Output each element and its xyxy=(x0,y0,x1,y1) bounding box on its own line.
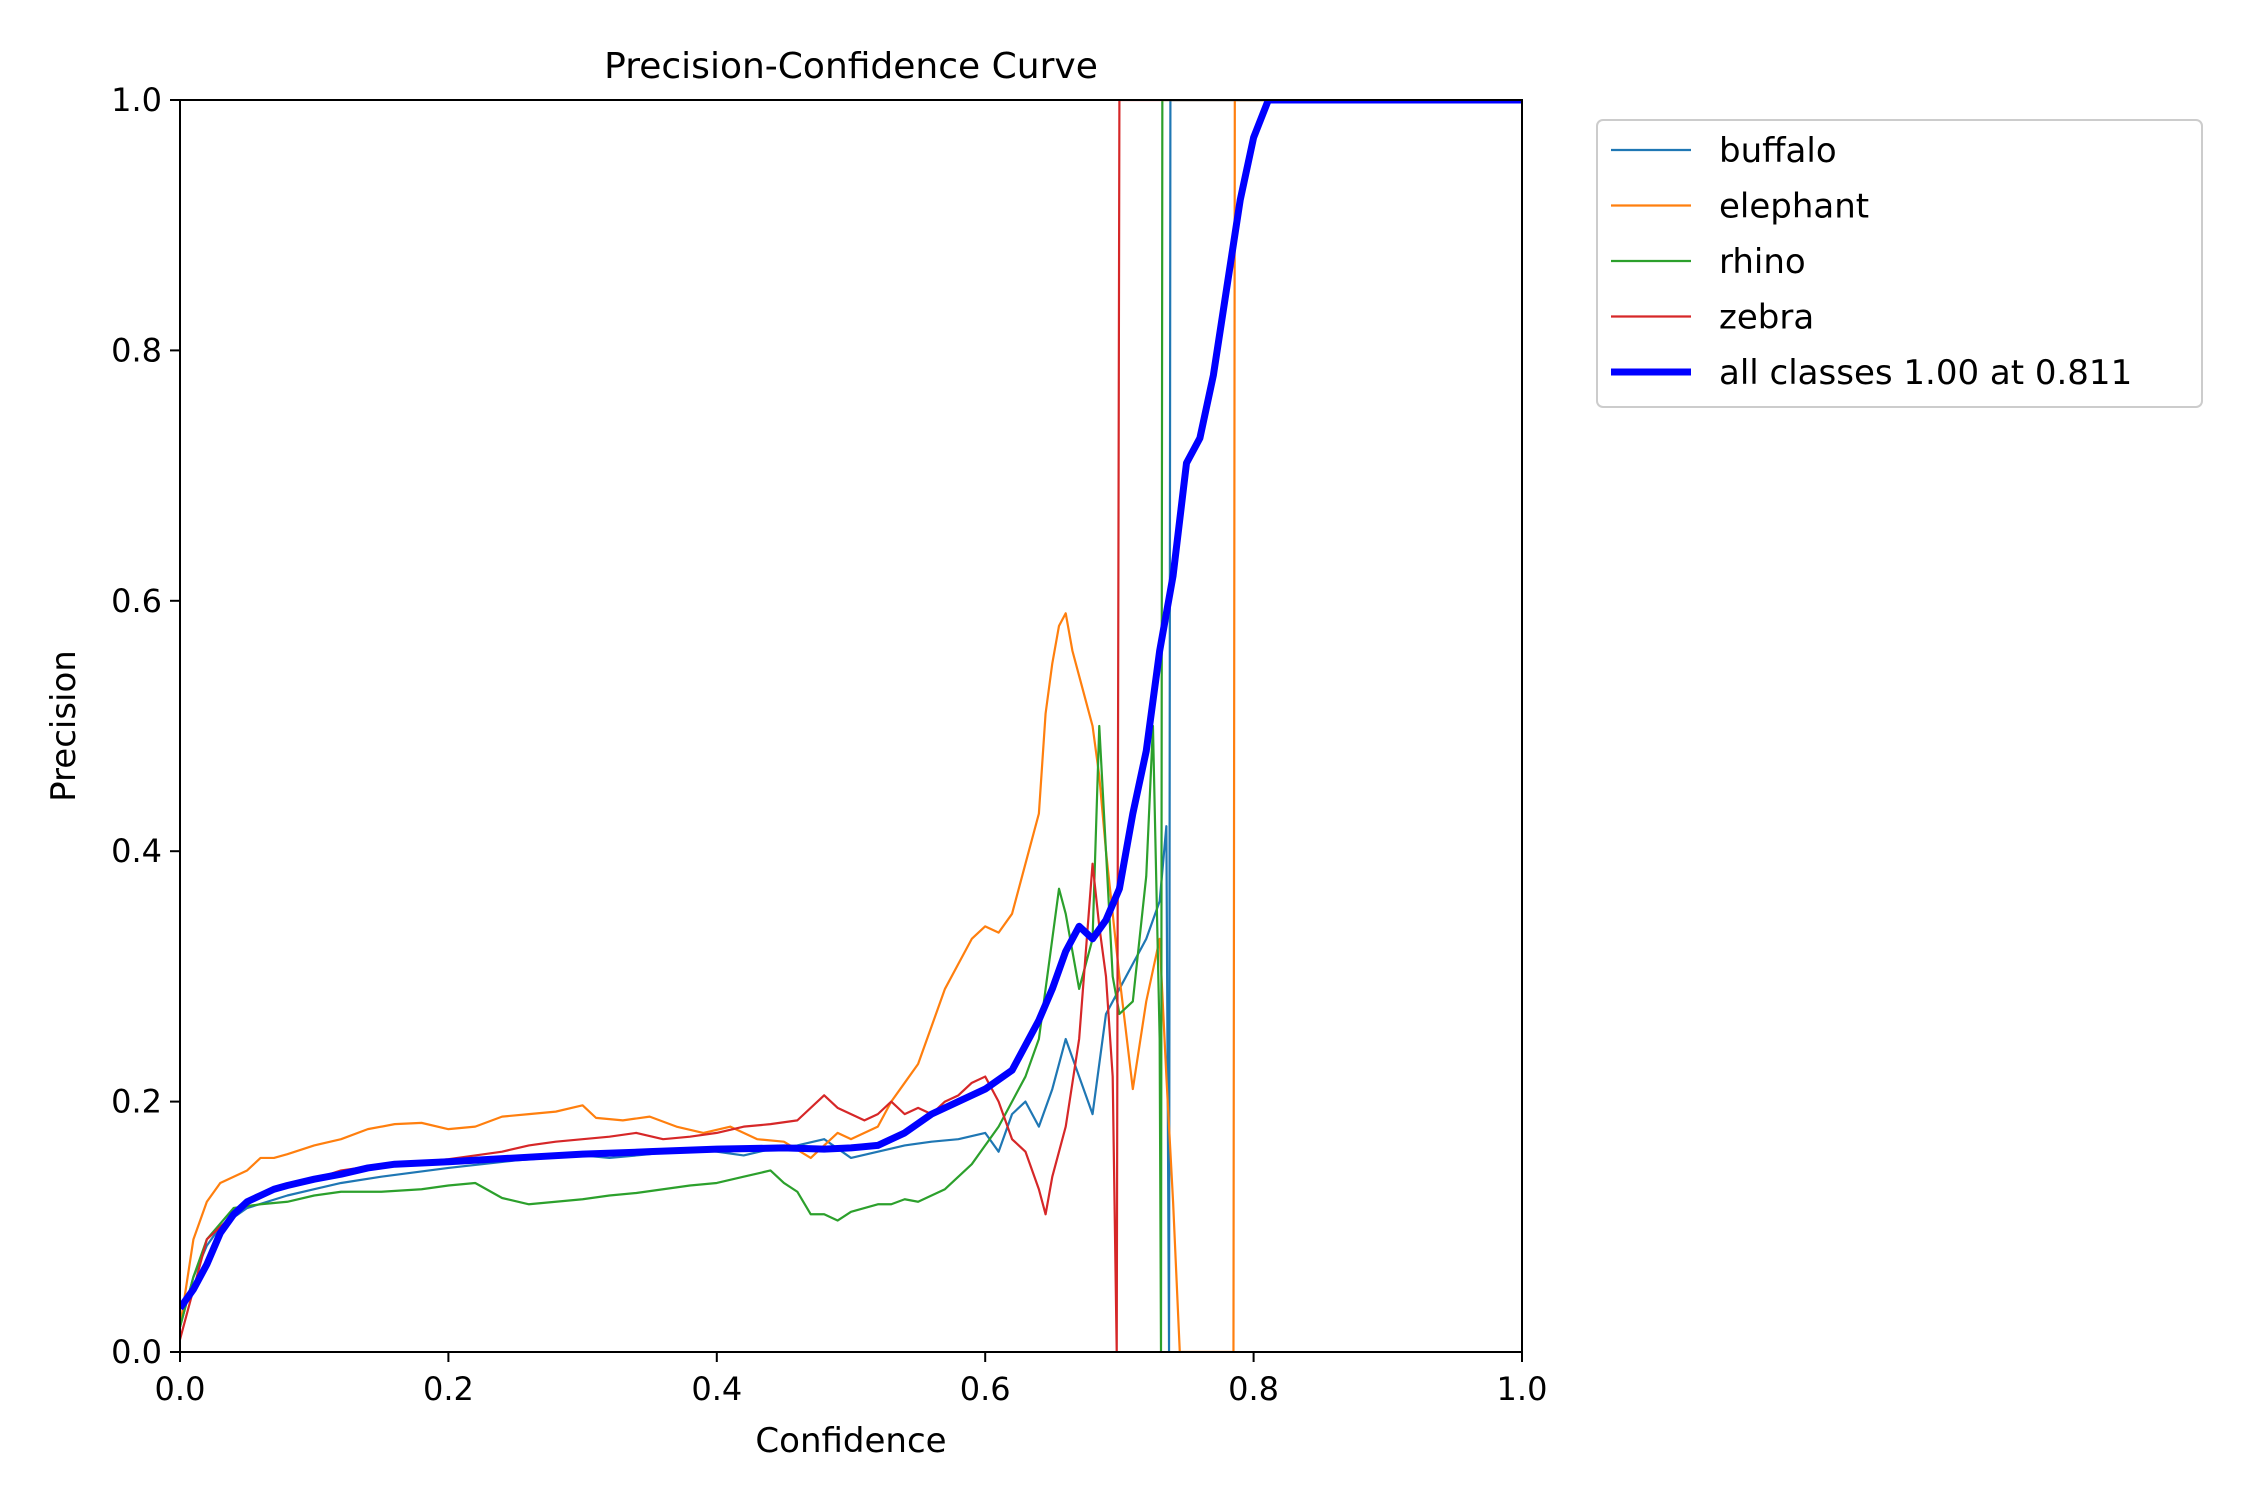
legend-label: zebra xyxy=(1719,298,1814,338)
series-line-1 xyxy=(180,100,1522,1352)
ticks-layer: 0.0 0.2 0.4 0.6 0.8 1.0 0.0 0.2 0.4 0.6 0.8 1.0 xyxy=(111,81,1547,1408)
legend-label: buffalo xyxy=(1719,131,1837,171)
legend: buffalo elephant rhino zebra all classes 1.0… xyxy=(1596,119,2203,408)
y-tick-label: 1.0 xyxy=(111,81,162,119)
chart-title: Precision-Confidence Curve xyxy=(604,46,1098,87)
y-tick-label: 0.0 xyxy=(111,1333,162,1371)
legend-label: all classes 1.00 at 0.811 xyxy=(1719,353,2132,393)
series-line-5 xyxy=(180,100,1522,1311)
x-tick-label: 0.0 xyxy=(155,1370,206,1408)
series-line-2 xyxy=(180,100,1522,1352)
y-tick-label: 0.6 xyxy=(111,582,162,620)
plot-frame xyxy=(179,99,1523,1353)
x-tick-label: 0.6 xyxy=(960,1370,1011,1408)
y-axis-label: Precision xyxy=(44,650,84,802)
y-tick-label: 0.2 xyxy=(111,1083,162,1121)
series-line-3 xyxy=(180,100,1522,1352)
x-axis-label: Confidence xyxy=(755,1421,946,1461)
x-tick-label: 0.8 xyxy=(1228,1370,1279,1408)
legend-box xyxy=(1596,119,2203,408)
y-tick-label: 0.4 xyxy=(111,832,162,870)
x-tick-label: 0.4 xyxy=(691,1370,742,1408)
legend-label: elephant xyxy=(1719,187,1869,227)
y-tick-label: 0.8 xyxy=(111,331,162,369)
x-tick-label: 0.2 xyxy=(423,1370,474,1408)
x-tick-label: 1.0 xyxy=(1497,1370,1548,1408)
legend-label: rhino xyxy=(1719,242,1806,282)
series-layer xyxy=(180,100,1522,1352)
